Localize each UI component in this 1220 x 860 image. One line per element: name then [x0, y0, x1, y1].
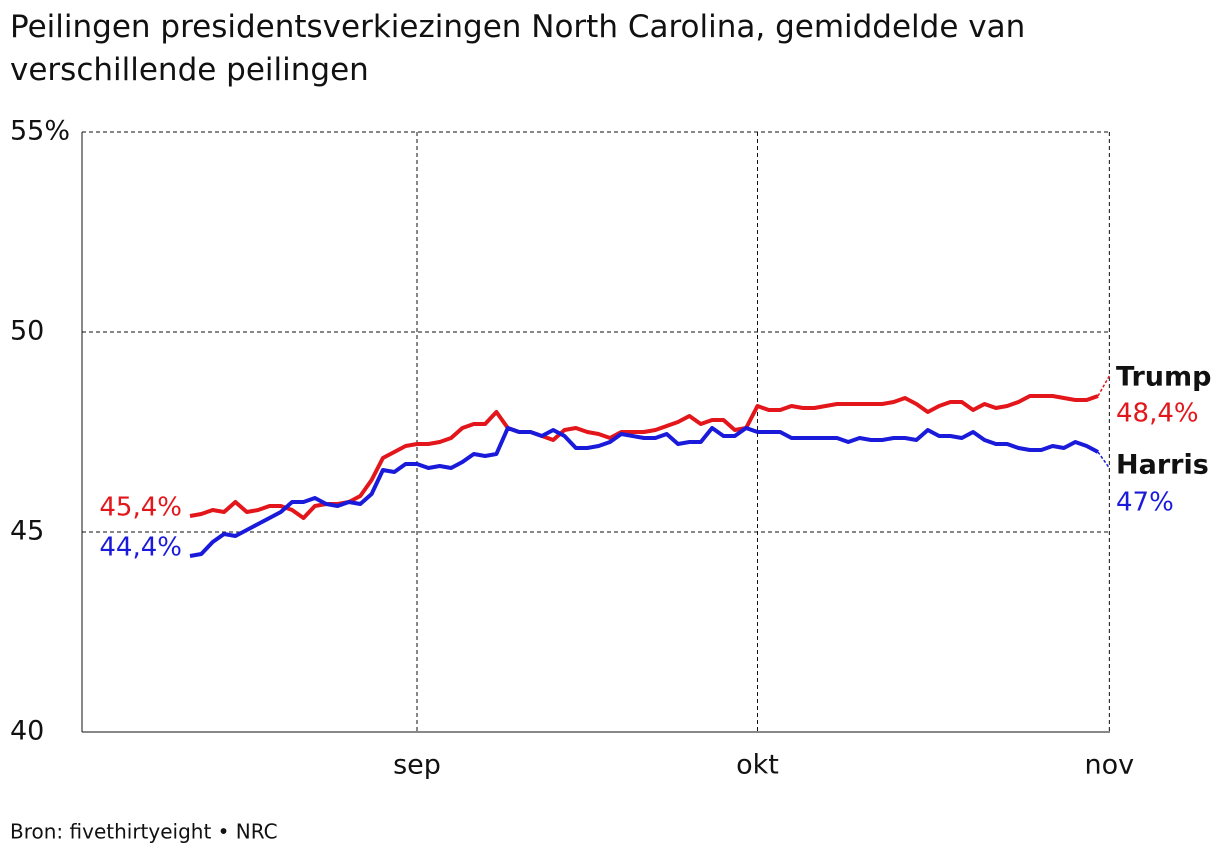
line-projection [1097, 451, 1110, 469]
y-tick-label: 40 [10, 716, 44, 747]
line [189, 426, 1099, 558]
source: Bron: fivethirtyeight • NRC [10, 820, 278, 844]
end-label: 48,4% [1116, 399, 1199, 429]
line-projection [1097, 375, 1110, 397]
start-label: 44,4% [99, 533, 182, 563]
x-tick-label: okt [736, 750, 779, 781]
start-label: 45,4% [99, 493, 182, 523]
legend-label: Trump [1116, 362, 1211, 393]
y-tick-label: 45 [10, 516, 44, 547]
end-label: 47% [1116, 488, 1174, 518]
legend-label: Harris [1116, 450, 1209, 481]
y-tick-label: 50 [10, 316, 44, 347]
line [189, 394, 1099, 520]
chart-title: Peilingen presidentsverkiezingen North C… [10, 9, 1025, 88]
x-tick-label: nov [1085, 750, 1135, 781]
y-tick-label: 55% [10, 116, 70, 147]
x-tick-label: sep [393, 750, 441, 781]
